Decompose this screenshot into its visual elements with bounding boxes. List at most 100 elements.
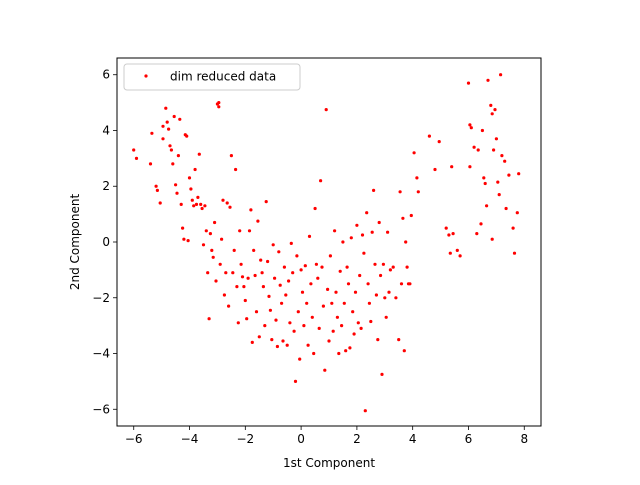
data-point: [256, 219, 260, 223]
data-point: [240, 275, 245, 279]
data-point: [450, 165, 454, 169]
data-point: [480, 128, 484, 133]
data-point: [365, 211, 369, 215]
data-point: [451, 232, 455, 236]
data-point: [324, 108, 328, 112]
data-point: [185, 134, 189, 138]
data-point: [366, 282, 370, 286]
data-point: [165, 120, 169, 124]
data-point: [271, 243, 275, 247]
data-point: [306, 343, 310, 347]
data-point: [494, 137, 498, 141]
data-point: [482, 176, 486, 180]
data-point: [171, 162, 175, 166]
data-point: [367, 301, 371, 305]
data-point: [293, 379, 298, 383]
data-point: [334, 290, 338, 294]
data-point: [266, 259, 270, 264]
data-point: [384, 315, 388, 319]
data-point: [340, 324, 344, 328]
data-point: [211, 255, 215, 259]
data-point: [291, 271, 295, 275]
legend-marker: [144, 74, 148, 78]
data-point: [221, 198, 225, 202]
legend-label: dim reduced data: [170, 70, 276, 84]
data-point: [512, 251, 517, 255]
data-point: [206, 271, 210, 275]
data-point: [507, 173, 511, 177]
data-point: [257, 335, 261, 339]
data-point: [517, 172, 521, 176]
data-point: [204, 229, 208, 233]
data-point: [305, 301, 309, 305]
data-point: [267, 294, 271, 298]
data-point: [374, 293, 378, 297]
x-tick-label: 0: [297, 432, 305, 446]
x-tick-label: −4: [181, 432, 199, 446]
data-point: [401, 216, 405, 220]
data-point: [444, 226, 448, 230]
data-point: [175, 191, 179, 195]
data-point: [352, 332, 356, 336]
data-point: [298, 357, 302, 361]
data-point: [196, 195, 200, 199]
data-point: [405, 265, 409, 269]
data-point: [333, 229, 337, 233]
data-point: [148, 162, 153, 166]
data-point: [268, 308, 272, 312]
y-tick-label: 6: [102, 68, 110, 82]
data-point: [154, 184, 158, 188]
data-point: [150, 131, 154, 135]
data-point: [341, 240, 345, 244]
data-point: [370, 230, 374, 234]
data-point: [356, 321, 360, 325]
data-point: [309, 282, 313, 286]
data-point: [500, 154, 504, 158]
data-point: [387, 290, 391, 294]
x-tick-label: 8: [520, 432, 528, 446]
data-point: [408, 282, 412, 286]
data-point: [238, 229, 242, 233]
data-point: [225, 201, 229, 205]
data-point: [295, 254, 299, 258]
data-point: [511, 226, 515, 230]
data-point: [476, 148, 480, 152]
data-point: [292, 329, 296, 333]
data-point: [239, 262, 243, 266]
data-point: [372, 188, 376, 192]
data-point: [362, 251, 366, 255]
y-tick-label: 4: [102, 123, 110, 137]
x-axis-ticks: −6 −4 −2 0 2 4 6 8: [125, 426, 528, 446]
data-point: [174, 183, 178, 187]
data-point: [386, 230, 390, 234]
y-tick-label: −4: [92, 347, 110, 361]
data-point: [218, 262, 222, 266]
data-point: [346, 282, 351, 286]
data-point: [503, 159, 507, 163]
data-point: [483, 181, 487, 186]
data-point: [285, 343, 289, 347]
data-point: [284, 293, 288, 297]
data-point: [358, 273, 362, 278]
data-point: [314, 262, 318, 266]
data-point: [379, 273, 383, 278]
data-point: [155, 188, 159, 192]
y-tick-label: 0: [102, 235, 110, 249]
data-point: [373, 262, 377, 266]
data-point: [220, 237, 224, 241]
data-point: [178, 117, 182, 121]
data-point: [515, 211, 519, 215]
data-point: [187, 176, 192, 180]
data-point: [388, 268, 392, 272]
data-point: [210, 248, 214, 252]
data-point: [337, 351, 341, 356]
data-point: [383, 296, 387, 300]
data-point: [264, 200, 268, 204]
data-point: [307, 234, 312, 238]
data-point: [455, 248, 459, 252]
data-point: [348, 346, 352, 350]
data-point: [282, 265, 286, 269]
